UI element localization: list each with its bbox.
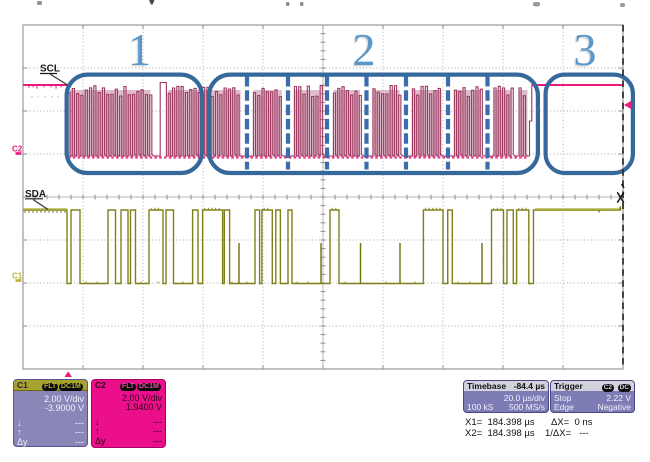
svg-text:SCL: SCL xyxy=(40,64,60,75)
svg-text:2: 2 xyxy=(351,26,374,77)
svg-text:1: 1 xyxy=(128,24,151,75)
svg-text:3: 3 xyxy=(572,26,595,77)
svg-text:C2: C2 xyxy=(12,145,23,154)
svg-text:C1: C1 xyxy=(12,272,23,281)
svg-text:3: 3 xyxy=(574,24,597,75)
svg-text:SDA: SDA xyxy=(25,189,46,200)
svg-text:1: 1 xyxy=(127,26,150,77)
svg-text:2: 2 xyxy=(353,24,376,75)
